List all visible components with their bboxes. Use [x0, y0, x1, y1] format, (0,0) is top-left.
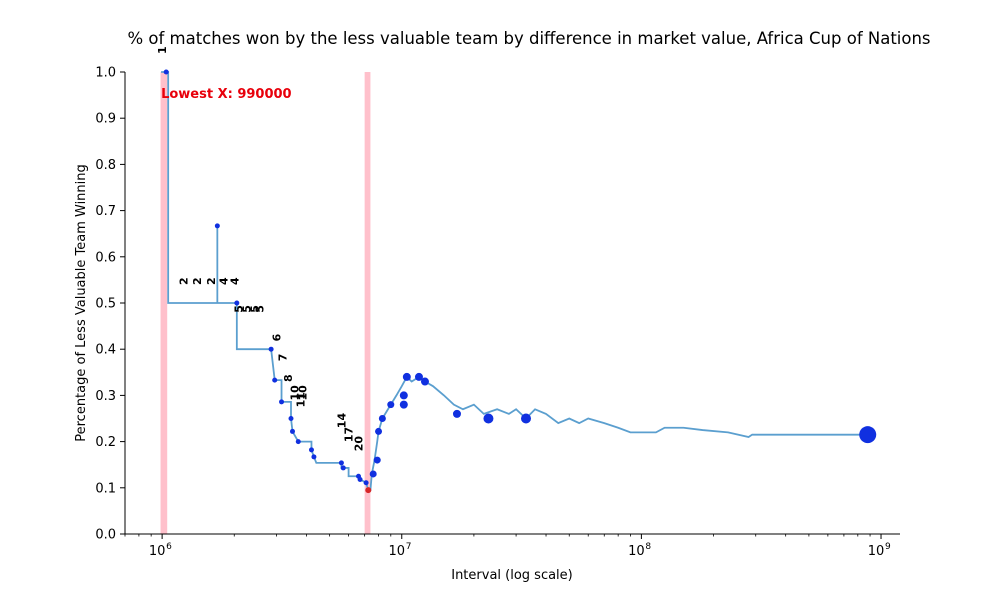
count-label: 11: [295, 392, 308, 407]
y-tick-label: 0.4: [95, 343, 116, 358]
x-tick-label: 10: [628, 544, 645, 559]
data-point: [308, 447, 314, 453]
data-point: [399, 391, 408, 400]
y-tick-label: 0.7: [95, 204, 116, 219]
series-line: [161, 71, 868, 492]
count-label: 20: [353, 436, 366, 452]
x-tick-label: 10: [149, 544, 166, 559]
y-tick-label: 0.6: [95, 250, 116, 265]
count-label: 4: [228, 277, 241, 285]
count-label: 14: [335, 413, 348, 429]
count-label: 5: [249, 305, 262, 313]
count-label: 2: [178, 277, 191, 285]
data-point: [375, 427, 383, 435]
data-point: [289, 428, 295, 434]
chart-title: % of matches won by the less valuable te…: [127, 29, 930, 48]
count-label: 5: [232, 305, 245, 313]
data-point: [420, 377, 429, 386]
axes: [124, 72, 900, 535]
data-point: [521, 413, 532, 424]
count-label: 1: [156, 46, 169, 54]
data-point: [279, 399, 285, 405]
data-point: [414, 372, 423, 381]
x-tick-exponent: 6: [166, 542, 172, 552]
data-point: [288, 416, 294, 421]
count-label: 4: [217, 277, 230, 285]
x-tick-exponent: 7: [406, 542, 412, 552]
y-tick-label: 0.5: [95, 297, 116, 312]
x-ticks: 10 6 10 7 10 8 10 9: [124, 534, 891, 559]
data-point: [268, 346, 274, 352]
y-tick-label: 0.2: [95, 435, 116, 450]
y-tick-label: 1.0: [95, 66, 116, 81]
x-tick-exponent: 8: [645, 542, 651, 552]
count-label: 2: [191, 277, 204, 285]
count-label: 8: [282, 374, 295, 382]
highlight-bands: [160, 72, 371, 534]
count-label: 10: [289, 385, 302, 401]
y-tick-label: 0.9: [95, 112, 116, 127]
lowest-x-annotation: Lowest X: 990000: [161, 87, 292, 102]
data-point: [357, 476, 363, 482]
data-point: [387, 401, 395, 409]
count-label: 5: [254, 305, 267, 313]
data-point: [272, 377, 278, 383]
series-line-group: [161, 71, 868, 492]
data-point: [311, 454, 317, 460]
data-point: [483, 413, 494, 424]
count-label: 6: [271, 333, 284, 341]
data-point: [340, 465, 346, 471]
data-point: [378, 415, 386, 422]
data-point: [369, 470, 377, 478]
data-point: [859, 426, 877, 444]
lowest-point: [365, 487, 372, 494]
highlight-band: [160, 72, 168, 534]
data-point: [338, 460, 344, 466]
count-label: 7: [277, 354, 290, 362]
data-point: [452, 409, 461, 418]
x-tick-label: 10: [868, 544, 885, 559]
count-label: 2: [205, 277, 218, 285]
x-tick-label: 10: [388, 544, 405, 559]
data-point: [373, 456, 381, 464]
data-point: [399, 400, 408, 409]
y-tick-label: 0.3: [95, 389, 116, 404]
data-point: [163, 69, 169, 75]
y-tick-label: 0.1: [95, 481, 116, 496]
data-point: [214, 223, 220, 229]
count-label: 5: [241, 305, 254, 313]
y-axis-title: Percentage of Less Valuable Team Winning: [74, 164, 89, 442]
y-ticks: 0.0 0.1 0.2 0.3 0.4 0.5 0.6 0.7 0.8 0.9 1.0: [95, 66, 125, 543]
y-tick-label: 0.0: [95, 528, 116, 543]
count-label: 17: [343, 427, 356, 442]
data-point: [402, 372, 411, 381]
x-tick-exponent: 9: [885, 542, 891, 552]
points-group: [163, 69, 877, 494]
data-point: [295, 439, 301, 445]
x-axis-title: Interval (log scale): [451, 568, 573, 583]
data-point: [363, 480, 369, 486]
highlight-band: [364, 72, 371, 534]
count-label: 10: [296, 385, 309, 401]
data-point: [234, 300, 240, 306]
y-tick-label: 0.8: [95, 158, 116, 173]
